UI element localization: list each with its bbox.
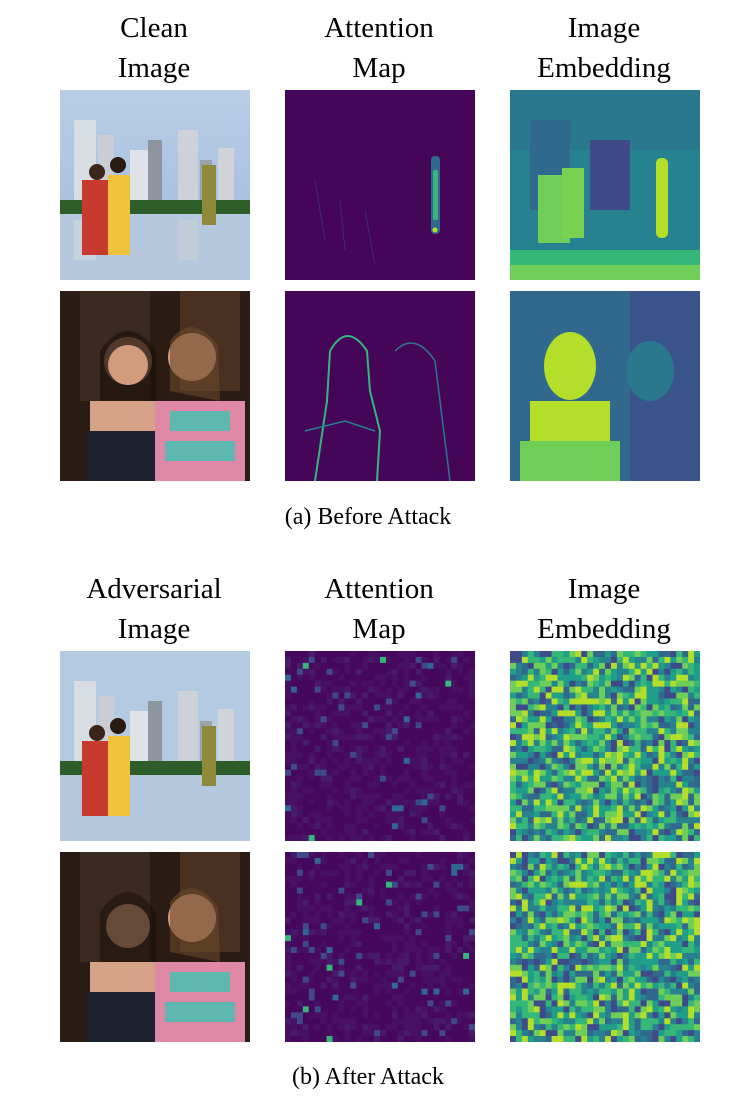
adversarial-image-portrait xyxy=(60,852,250,1042)
caption-before-attack: (a) Before Attack xyxy=(284,504,452,530)
attention-map-city-after xyxy=(285,651,475,841)
clean-image-city xyxy=(60,90,250,280)
attention-map-city xyxy=(285,90,475,280)
embedding-portrait xyxy=(510,291,700,481)
header-image-embedding: Image Embedding xyxy=(537,12,671,84)
caption-after-attack: (b) After Attack xyxy=(292,1064,444,1090)
adversarial-image-city xyxy=(60,651,250,841)
attention-map-portrait-after xyxy=(285,852,475,1042)
embedding-portrait-after xyxy=(510,852,700,1042)
attention-map-portrait xyxy=(285,291,475,481)
header-attention-map-after: Attention Map xyxy=(324,573,434,645)
embedding-city xyxy=(510,90,700,280)
header-clean-image: Clean Image xyxy=(117,12,191,84)
header-image-embedding-after: Image Embedding xyxy=(537,573,671,645)
clean-image-portrait xyxy=(60,291,250,481)
header-adversarial-image: Adversarial Image xyxy=(86,573,222,645)
header-attention-map: Attention Map xyxy=(324,12,434,84)
embedding-city-after xyxy=(510,651,700,841)
